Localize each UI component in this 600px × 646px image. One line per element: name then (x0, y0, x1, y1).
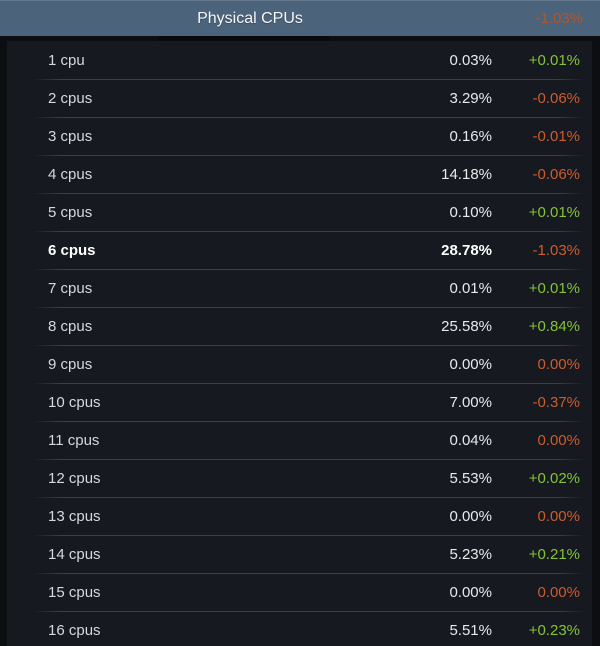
row-label: 4 cpus (48, 165, 93, 183)
row-change-value: +0.01% (528, 203, 580, 221)
table-row: 15 cpus 0.00% 0.00% (7, 573, 592, 611)
table-row: 10 cpus 7.00% -0.37% (7, 383, 592, 421)
row-change-value: 0.00% (537, 355, 580, 373)
row-change-value: 0.00% (537, 507, 580, 525)
table-row: 8 cpus 25.58% +0.84% (7, 307, 592, 345)
table-row: 11 cpus 0.04% 0.00% (7, 421, 592, 459)
row-share-value: 7.00% (449, 393, 492, 411)
category-change-value: -1.03% (535, 10, 583, 27)
row-change-value: +0.02% (528, 469, 580, 487)
row-share-value: 28.78% (441, 241, 492, 259)
row-change-value: -0.01% (532, 127, 580, 145)
row-share-value: 25.58% (441, 317, 492, 335)
row-change-value: -0.37% (532, 393, 580, 411)
row-share-value: 0.04% (449, 431, 492, 449)
table-row: 3 cpus 0.16% -0.01% (7, 117, 592, 155)
row-label: 14 cpus (48, 545, 101, 563)
table-row: 4 cpus 14.18% -0.06% (7, 155, 592, 193)
table-row: 1 cpu 0.03% +0.01% (7, 41, 592, 79)
table-row: 5 cpus 0.10% +0.01% (7, 193, 592, 231)
row-change-value: 0.00% (537, 431, 580, 449)
row-label: 2 cpus (48, 89, 93, 107)
row-share-value: 0.00% (449, 507, 492, 525)
row-change-value: 0.00% (537, 583, 580, 601)
row-label: 12 cpus (48, 469, 101, 487)
row-label: 13 cpus (48, 507, 101, 525)
row-share-value: 0.01% (449, 279, 492, 297)
row-share-value: 0.00% (449, 583, 492, 601)
category-header-physical-cpus[interactable]: Physical CPUs -1.03% (0, 0, 600, 36)
table-row-highlighted: 6 cpus 28.78% -1.03% (7, 231, 592, 269)
table-row: 14 cpus 5.23% +0.21% (7, 535, 592, 573)
row-label: 3 cpus (48, 127, 93, 145)
row-change-value: +0.01% (528, 51, 580, 69)
row-label: 16 cpus (48, 621, 101, 639)
row-label: 9 cpus (48, 355, 93, 373)
row-label: 7 cpus (48, 279, 93, 297)
row-label: 1 cpu (48, 51, 85, 69)
row-change-value: +0.21% (528, 545, 580, 563)
row-label: 15 cpus (48, 583, 101, 601)
row-change-value: +0.01% (528, 279, 580, 297)
row-change-value: -0.06% (532, 165, 580, 183)
row-share-value: 0.16% (449, 127, 492, 145)
row-change-value: -1.03% (532, 241, 580, 259)
row-label: 6 cpus (48, 241, 96, 259)
table-row: 9 cpus 0.00% 0.00% (7, 345, 592, 383)
row-share-value: 14.18% (441, 165, 492, 183)
category-title: Physical CPUs (197, 10, 303, 27)
table-row: 12 cpus 5.53% +0.02% (7, 459, 592, 497)
row-share-value: 5.51% (449, 621, 492, 639)
row-label: 8 cpus (48, 317, 93, 335)
table-row: 13 cpus 0.00% 0.00% (7, 497, 592, 535)
cpu-count-table: 1 cpu 0.03% +0.01% 2 cpus 3.29% -0.06% 3… (7, 41, 592, 646)
row-label: 5 cpus (48, 203, 93, 221)
row-change-value: +0.23% (528, 621, 580, 639)
row-share-value: 3.29% (449, 89, 492, 107)
row-share-value: 5.23% (449, 545, 492, 563)
header-notch-decoration (158, 36, 330, 41)
row-label: 11 cpus (48, 431, 100, 449)
row-share-value: 5.53% (449, 469, 492, 487)
row-label: 10 cpus (48, 393, 101, 411)
table-row: 7 cpus 0.01% +0.01% (7, 269, 592, 307)
row-share-value: 0.10% (449, 203, 492, 221)
row-share-value: 0.03% (449, 51, 492, 69)
row-change-value: +0.84% (528, 317, 580, 335)
table-row: 2 cpus 3.29% -0.06% (7, 79, 592, 117)
table-row: 16 cpus 5.51% +0.23% (7, 611, 592, 646)
row-share-value: 0.00% (449, 355, 492, 373)
row-change-value: -0.06% (532, 89, 580, 107)
